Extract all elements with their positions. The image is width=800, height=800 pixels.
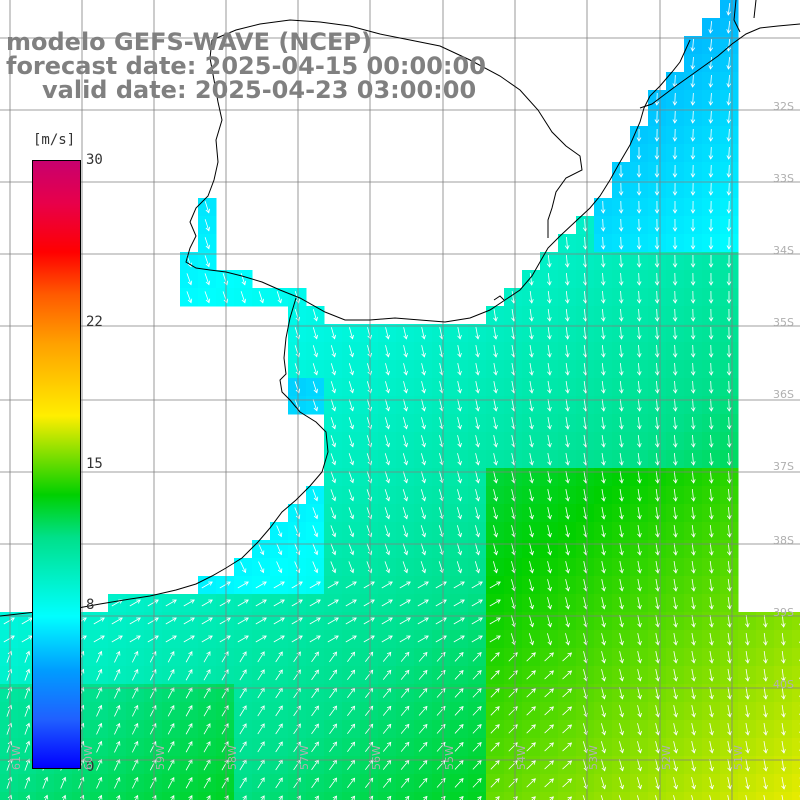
longitude-label: 59W — [154, 745, 167, 770]
colorbar-tick-label: 30 — [86, 152, 103, 168]
colorbar-unit: [m/s] — [33, 132, 76, 148]
longitude-label: 53W — [587, 745, 600, 770]
latitude-label: 40S — [773, 678, 794, 691]
colorbar-tick-label: 0 — [86, 759, 95, 775]
colorbar — [32, 160, 81, 769]
longitude-label: 51W — [732, 745, 745, 770]
longitude-label: 61W — [10, 745, 23, 770]
colorbar-tick-label: 22 — [86, 313, 103, 330]
longitude-label: 60W — [82, 745, 95, 770]
colorbar-tick-label: 8 — [86, 597, 95, 614]
latitude-label: 36S — [773, 388, 794, 401]
latitude-label: 37S — [773, 460, 794, 473]
colorbar-tick-label: 15 — [86, 455, 103, 472]
latitude-label: 38S — [773, 534, 794, 547]
latitude-label: 35S — [773, 316, 794, 329]
valid-date: valid date: 2025-04-23 03:00:00 — [42, 76, 477, 104]
longitude-label: 56W — [370, 745, 383, 770]
latitude-label: 33S — [773, 172, 794, 185]
longitude-label: 52W — [660, 745, 673, 770]
title-block: modelo GEFS-WAVE (NCEP) forecast date: 2… — [6, 30, 486, 102]
latitude-label: 34S — [773, 244, 794, 257]
longitude-label: 58W — [226, 745, 239, 770]
longitude-label: 55W — [443, 745, 456, 770]
forecast-date: forecast date: 2025-04-15 00:00:00 — [6, 52, 486, 80]
latitude-label: 39S — [773, 606, 794, 619]
longitude-label: 57W — [298, 745, 311, 770]
latitude-label: 32S — [773, 100, 794, 113]
coastline — [0, 0, 800, 617]
model-title: modelo GEFS-WAVE (NCEP) — [6, 28, 372, 56]
longitude-label: 54W — [515, 745, 528, 770]
